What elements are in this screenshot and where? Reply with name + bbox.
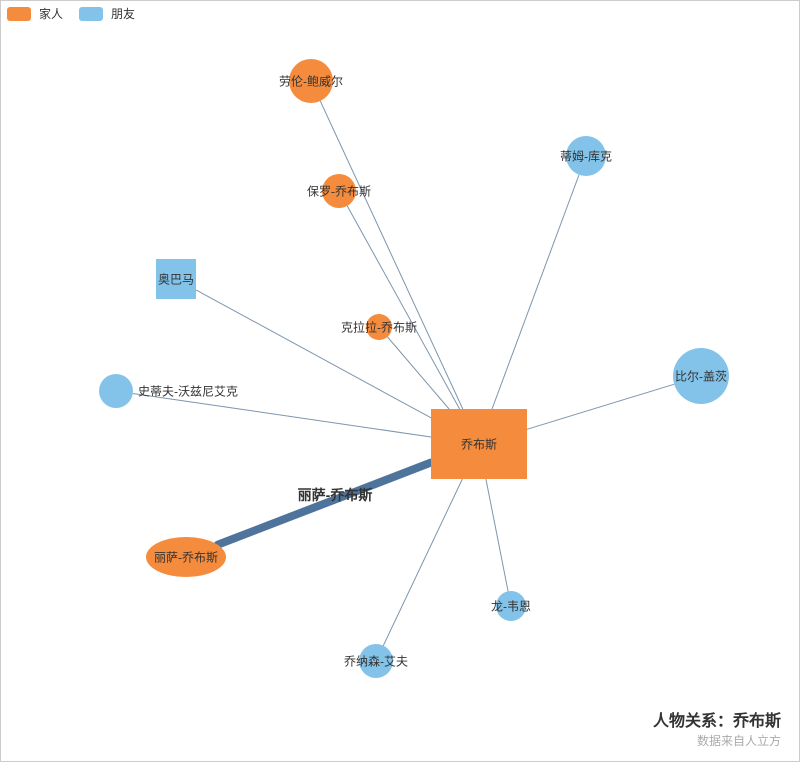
edge[interactable] (320, 101, 463, 409)
edge[interactable] (383, 479, 462, 646)
node-jobs[interactable] (431, 409, 527, 479)
node-lisa[interactable] (146, 537, 226, 577)
node-ive[interactable] (359, 644, 393, 678)
edge[interactable] (196, 290, 431, 418)
node-obama[interactable] (156, 259, 196, 299)
node-wayne[interactable] (496, 591, 526, 621)
edge[interactable] (486, 479, 508, 591)
edge[interactable] (218, 463, 431, 545)
node-cook[interactable] (566, 136, 606, 176)
edge[interactable] (347, 206, 459, 409)
chart-subtitle: 数据来自人立方 (697, 732, 781, 749)
edge[interactable] (133, 393, 431, 437)
edge[interactable] (527, 384, 674, 429)
node-clara[interactable] (366, 314, 392, 340)
edge[interactable] (492, 175, 579, 409)
node-paul[interactable] (322, 174, 356, 208)
node-woz[interactable] (99, 374, 133, 408)
chart-canvas: 家人 朋友 人物关系：乔布斯 数据来自人立方 丽萨-乔布斯乔布斯劳伦-鲍威尔保罗… (0, 0, 800, 762)
chart-title: 人物关系：乔布斯 (653, 707, 781, 731)
node-lauren[interactable] (289, 59, 333, 103)
graph-svg (1, 1, 800, 762)
node-gates[interactable] (673, 348, 729, 404)
